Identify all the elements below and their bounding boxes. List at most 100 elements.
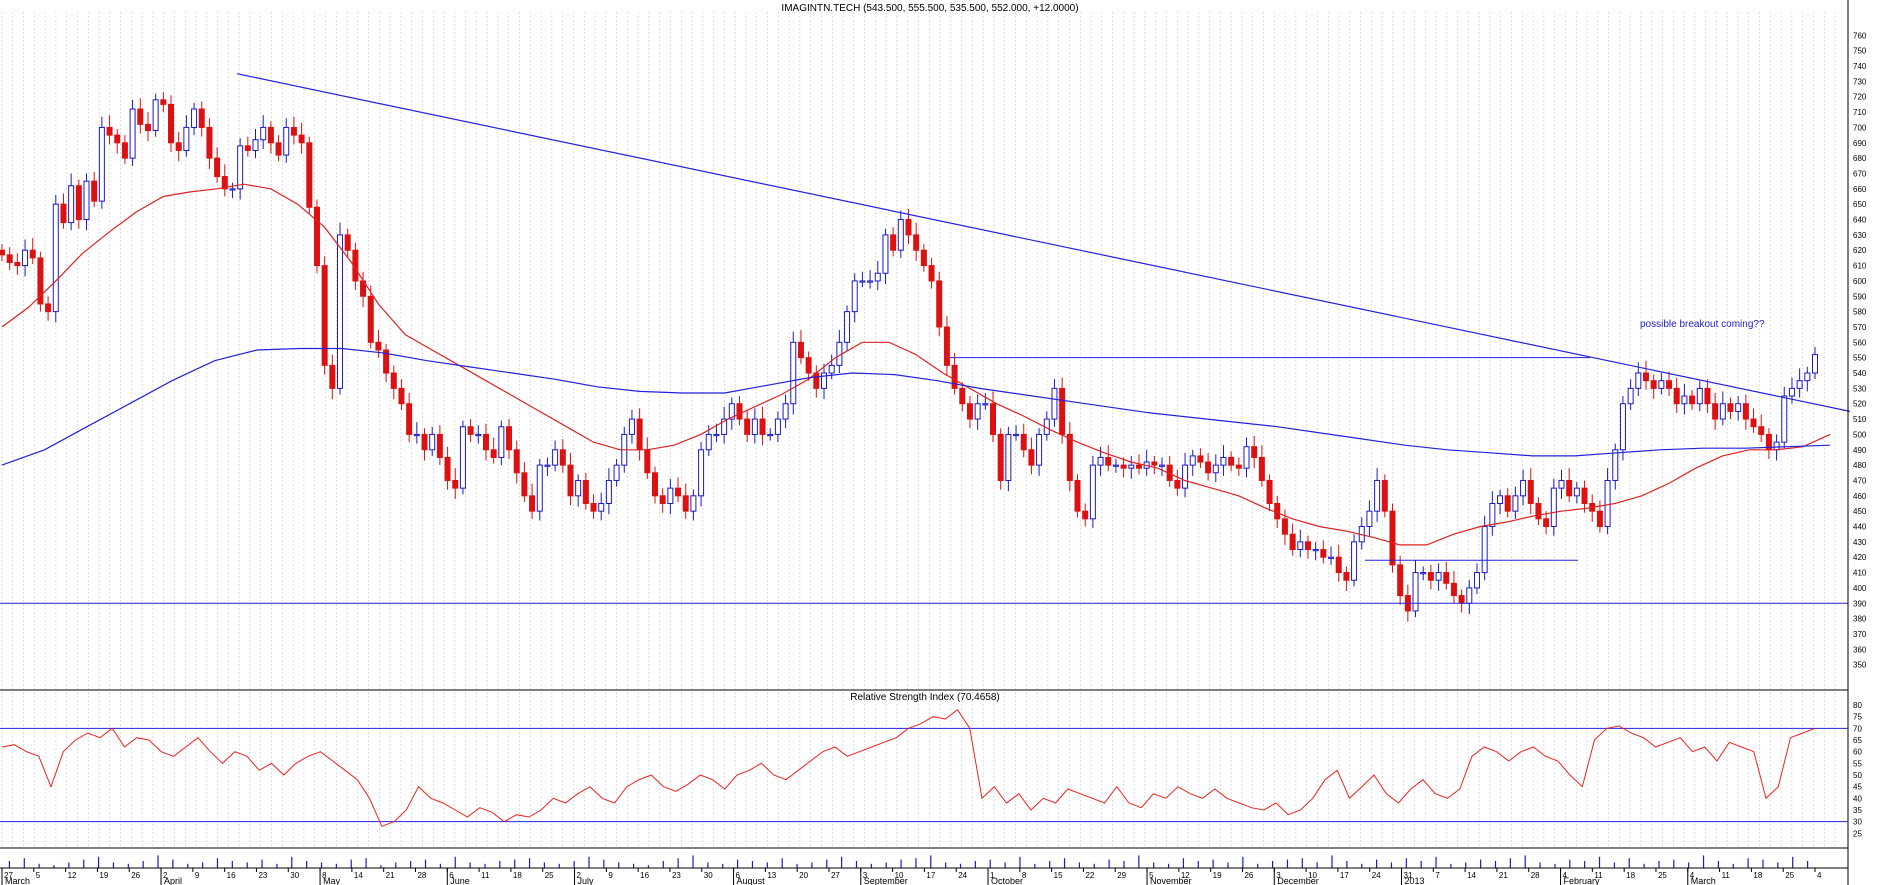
candle-body <box>928 265 935 282</box>
date-tick-label: 11 <box>481 871 490 880</box>
candle-body <box>1596 510 1603 528</box>
candle-body <box>990 403 997 435</box>
date-tick-label: 14 <box>354 871 363 880</box>
candle-body <box>997 433 1004 481</box>
candle-body <box>1689 395 1696 405</box>
candle-body <box>421 433 428 451</box>
date-tick-label: 23 <box>672 871 681 880</box>
candle-body <box>813 372 820 389</box>
candle-body <box>644 449 651 474</box>
month-label: March <box>1691 876 1716 885</box>
candle-body <box>767 433 774 437</box>
candle-body <box>1750 418 1757 428</box>
candle-body <box>1235 464 1242 469</box>
date-tick-label: 18 <box>1626 871 1635 880</box>
candle-body <box>1281 518 1288 535</box>
candle-body <box>490 449 497 458</box>
month-label: June <box>450 876 470 885</box>
candle-body <box>659 495 666 504</box>
candle-body <box>137 108 144 125</box>
candle-body <box>1443 572 1450 584</box>
candle-body <box>260 126 267 141</box>
price-tick-label: 650 <box>1853 200 1867 209</box>
candle-body <box>275 142 282 156</box>
candle-body <box>337 234 344 389</box>
candle-body <box>283 126 290 156</box>
rsi-tick-label: 65 <box>1853 736 1862 745</box>
candle-body <box>83 180 90 221</box>
candle-body <box>521 472 528 497</box>
candle-body <box>651 472 658 497</box>
date-tick-label: 20 <box>799 871 808 880</box>
candle-body <box>1089 464 1096 520</box>
candle-body <box>1005 433 1012 481</box>
candle-body <box>713 433 720 437</box>
date-tick-label: 9 <box>608 871 613 880</box>
price-tick-label: 460 <box>1853 492 1867 501</box>
candle-body <box>1228 456 1235 466</box>
candle-body <box>1535 502 1542 520</box>
date-tick-label: 3 <box>863 871 868 880</box>
candle-body <box>221 176 228 190</box>
month-label: February <box>1564 876 1601 885</box>
candle-body <box>1036 433 1043 466</box>
date-tick-label: 4 <box>1817 871 1822 880</box>
candle-body <box>736 403 743 420</box>
price-tick-label: 430 <box>1853 538 1867 547</box>
candle-body <box>1420 572 1427 575</box>
date-tick-label: 17 <box>1340 871 1349 880</box>
candle-body <box>1397 564 1404 597</box>
candle-body <box>1489 502 1496 528</box>
date-tick-label: 16 <box>227 871 236 880</box>
date-tick-label: 23 <box>258 871 267 880</box>
rsi-tick-label: 45 <box>1853 783 1862 792</box>
rsi-tick-label: 30 <box>1853 818 1862 827</box>
candle-body <box>429 433 436 451</box>
candle-body <box>675 487 682 497</box>
candle-body <box>636 418 643 451</box>
month-label: March <box>5 876 30 885</box>
candle-body <box>14 262 21 267</box>
candle-body <box>1573 487 1580 497</box>
rsi-tick-label: 40 <box>1853 794 1862 803</box>
candle-body <box>605 479 612 504</box>
month-label: October <box>991 876 1023 885</box>
candle-body <box>913 234 920 251</box>
price-tick-label: 420 <box>1853 553 1867 562</box>
rsi-tick-label: 50 <box>1853 771 1862 780</box>
candle-body <box>1604 479 1611 528</box>
date-tick-label: 10 <box>1308 871 1317 880</box>
date-tick-label: 31 <box>1404 871 1413 880</box>
month-label: April <box>164 876 182 885</box>
candle-body <box>1812 354 1818 374</box>
candle-body <box>267 126 274 144</box>
rsi-tick-label: 55 <box>1853 759 1862 768</box>
candle-body <box>98 126 105 202</box>
date-tick-label: 25 <box>545 871 554 880</box>
candle-body <box>1696 387 1703 405</box>
candle-body <box>751 418 758 435</box>
date-tick-label: 19 <box>99 871 108 880</box>
rsi-tick-label: 25 <box>1853 829 1862 838</box>
candle-body <box>475 433 482 437</box>
candle-body <box>175 142 182 151</box>
price-tick-label: 740 <box>1853 62 1867 71</box>
candlestick-series <box>0 92 1818 622</box>
candle-body <box>1082 510 1089 520</box>
date-tick-label: 25 <box>1658 871 1667 880</box>
price-tick-label: 510 <box>1853 415 1867 424</box>
candle-body <box>1458 595 1465 604</box>
candle-body <box>1197 455 1204 463</box>
price-tick-label: 370 <box>1853 630 1867 639</box>
price-tick-label: 540 <box>1853 369 1867 378</box>
candle-body <box>1527 479 1534 504</box>
date-tick-label: 12 <box>1181 871 1190 880</box>
candle-body <box>1097 456 1104 466</box>
price-tick-label: 700 <box>1853 123 1867 132</box>
candle-body <box>1335 556 1342 574</box>
candle-body <box>1727 403 1734 412</box>
candle-body <box>375 341 382 351</box>
candle-body <box>820 372 827 389</box>
candle-body <box>682 495 689 512</box>
candle-body <box>1312 549 1319 552</box>
